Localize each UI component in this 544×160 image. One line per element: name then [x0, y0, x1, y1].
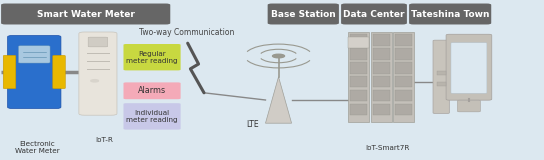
FancyBboxPatch shape — [123, 103, 181, 130]
FancyBboxPatch shape — [395, 34, 412, 46]
Text: Individual
meter reading: Individual meter reading — [126, 110, 178, 123]
FancyBboxPatch shape — [350, 34, 367, 46]
FancyBboxPatch shape — [373, 90, 390, 101]
FancyBboxPatch shape — [268, 4, 339, 24]
FancyBboxPatch shape — [79, 32, 117, 115]
FancyBboxPatch shape — [348, 37, 369, 48]
FancyBboxPatch shape — [53, 55, 65, 89]
Text: Regular
meter reading: Regular meter reading — [126, 51, 178, 64]
Text: IoT-R: IoT-R — [96, 137, 113, 143]
FancyBboxPatch shape — [3, 55, 16, 89]
FancyBboxPatch shape — [395, 90, 412, 101]
Text: Electronic
Water Meter: Electronic Water Meter — [15, 141, 59, 154]
Text: Tateshina Town: Tateshina Town — [411, 9, 490, 19]
FancyBboxPatch shape — [1, 4, 170, 24]
FancyBboxPatch shape — [395, 104, 412, 115]
FancyBboxPatch shape — [350, 48, 367, 60]
Text: Data Center: Data Center — [343, 9, 405, 19]
FancyBboxPatch shape — [395, 62, 412, 74]
Circle shape — [91, 80, 98, 82]
Text: IoT-Smart7R: IoT-Smart7R — [366, 145, 410, 151]
FancyBboxPatch shape — [451, 43, 487, 93]
FancyBboxPatch shape — [123, 44, 181, 70]
Circle shape — [273, 54, 285, 58]
Text: Smart Water Meter: Smart Water Meter — [37, 9, 134, 19]
Polygon shape — [265, 77, 292, 123]
FancyBboxPatch shape — [350, 76, 367, 88]
FancyBboxPatch shape — [433, 40, 449, 113]
FancyBboxPatch shape — [341, 4, 407, 24]
FancyBboxPatch shape — [350, 90, 367, 101]
Text: Two-way Communication: Two-way Communication — [139, 28, 234, 37]
FancyBboxPatch shape — [393, 32, 414, 122]
FancyBboxPatch shape — [395, 48, 412, 60]
FancyBboxPatch shape — [123, 82, 181, 99]
FancyBboxPatch shape — [458, 100, 480, 112]
FancyBboxPatch shape — [437, 71, 446, 75]
FancyBboxPatch shape — [8, 36, 61, 108]
Text: Base Station: Base Station — [271, 9, 336, 19]
FancyBboxPatch shape — [371, 32, 392, 122]
FancyBboxPatch shape — [437, 82, 446, 86]
FancyBboxPatch shape — [373, 34, 390, 46]
FancyBboxPatch shape — [18, 46, 50, 63]
FancyBboxPatch shape — [348, 32, 369, 122]
FancyBboxPatch shape — [373, 104, 390, 115]
FancyBboxPatch shape — [350, 104, 367, 115]
FancyBboxPatch shape — [373, 76, 390, 88]
Text: Alarms: Alarms — [138, 86, 166, 95]
FancyBboxPatch shape — [446, 34, 492, 100]
FancyBboxPatch shape — [395, 76, 412, 88]
FancyBboxPatch shape — [373, 62, 390, 74]
FancyBboxPatch shape — [373, 48, 390, 60]
FancyBboxPatch shape — [350, 62, 367, 74]
Text: LTE: LTE — [246, 120, 259, 129]
FancyBboxPatch shape — [409, 4, 491, 24]
FancyBboxPatch shape — [88, 37, 108, 47]
